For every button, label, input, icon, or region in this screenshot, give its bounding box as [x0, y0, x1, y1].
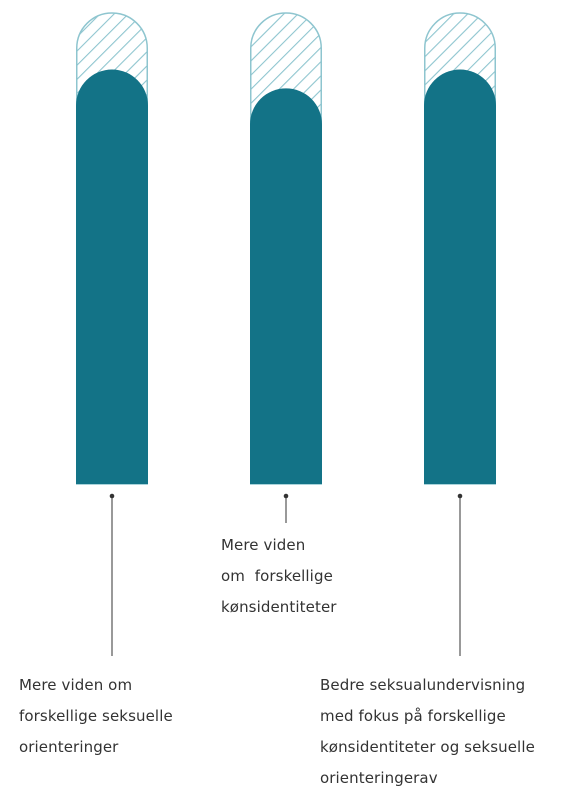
category-label-2-line-1: Mere viden [221, 536, 306, 554]
category-label-3: Bedre seksualundervisning med fokus på f… [320, 670, 535, 794]
category-label-2-line-2: om forskellige [221, 567, 333, 585]
leader-dot-2 [283, 493, 289, 499]
category-label-1: Mere viden om forskellige seksuelle orie… [19, 670, 173, 763]
leader-dot-1 [109, 493, 115, 499]
category-label-3-line-1: Bedre seksualundervisning [320, 676, 526, 694]
category-label-3-line-2: med fokus på forskellige [320, 707, 506, 725]
category-label-2-line-3: kønsidentiteter [221, 598, 337, 616]
category-label-1-line-2: forskellige seksuelle [19, 707, 173, 725]
category-label-3-line-3: kønsidentiteter og seksuelle [320, 738, 535, 756]
bar-1 [76, 69, 148, 485]
category-label-1-line-1: Mere viden om [19, 676, 133, 694]
leader-dot-3 [457, 493, 463, 499]
category-label-1-line-3: orienteringer [19, 738, 119, 756]
category-label-3-line-4: orienteringerav [320, 769, 438, 787]
bar-2 [250, 88, 322, 485]
bar-3 [424, 69, 496, 485]
category-label-2: Mere viden om forskellige kønsidentitete… [221, 530, 337, 623]
